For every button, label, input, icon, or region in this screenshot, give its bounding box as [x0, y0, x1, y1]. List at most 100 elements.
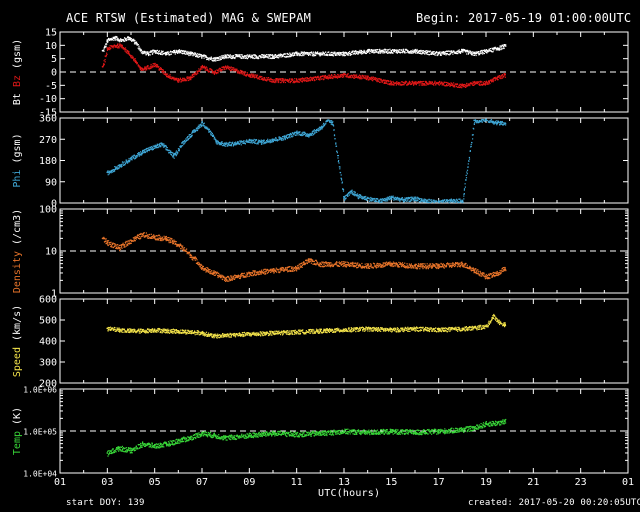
data-point [282, 55, 284, 57]
data-point [206, 67, 208, 69]
data-point [463, 193, 465, 195]
data-point [323, 52, 325, 54]
data-point [325, 77, 327, 79]
data-point [263, 140, 265, 142]
data-point [114, 46, 116, 48]
data-point [417, 52, 419, 54]
data-point [204, 269, 206, 271]
data-point [420, 84, 422, 86]
data-point [273, 271, 275, 273]
data-point [297, 52, 299, 54]
data-point [499, 75, 501, 77]
data-point [273, 57, 275, 59]
data-point [419, 52, 421, 54]
data-point [337, 161, 339, 163]
data-point [111, 243, 114, 246]
data-point [225, 56, 227, 58]
data-point [325, 76, 327, 78]
data-point [468, 156, 470, 159]
data-point [114, 167, 117, 169]
data-point [133, 157, 135, 159]
data-point [119, 248, 122, 250]
data-point [103, 236, 105, 238]
data-point [194, 72, 196, 74]
data-point [213, 73, 215, 75]
y-tick-label: 5 [51, 54, 57, 65]
data-point [317, 78, 320, 81]
data-point [375, 50, 377, 53]
data-point [310, 78, 312, 80]
data-point [319, 53, 321, 55]
data-point [423, 52, 425, 54]
data-point [127, 162, 129, 164]
data-point [377, 49, 379, 51]
data-point [182, 143, 185, 145]
data-point [166, 53, 168, 55]
data-point [402, 51, 404, 53]
data-point [260, 142, 263, 144]
data-point [409, 81, 411, 83]
data-point [368, 79, 370, 81]
data-point [279, 139, 281, 141]
data-point [228, 54, 230, 56]
data-point [159, 67, 161, 69]
data-point [421, 81, 423, 83]
data-point [363, 51, 365, 53]
data-point [199, 263, 201, 265]
data-point [420, 201, 422, 203]
data-point [200, 55, 202, 57]
data-point [436, 82, 438, 85]
data-point [254, 142, 256, 144]
data-point [452, 51, 454, 53]
data-point [380, 50, 382, 52]
data-point [470, 82, 472, 84]
data-point [118, 38, 120, 41]
data-point [303, 51, 305, 53]
data-point [252, 57, 254, 59]
data-point [226, 276, 228, 278]
data-point [328, 75, 330, 77]
data-point [301, 80, 303, 82]
data-point [228, 57, 230, 59]
data-point [300, 51, 302, 53]
data-point [267, 141, 269, 143]
data-point [398, 83, 400, 85]
data-point [119, 244, 121, 246]
data-point [344, 199, 346, 201]
data-point [342, 188, 344, 190]
data-point [155, 50, 157, 52]
data-point [152, 49, 154, 51]
data-point [223, 57, 226, 59]
data-point [421, 50, 423, 52]
data-point [488, 83, 490, 85]
data-point [307, 134, 309, 136]
data-point [171, 155, 174, 157]
data-point [369, 200, 371, 202]
data-point [469, 50, 471, 52]
data-point [159, 142, 161, 144]
data-point [362, 197, 365, 199]
data-point [133, 60, 135, 62]
data-point [260, 143, 263, 145]
data-point [198, 54, 200, 56]
data-point [186, 80, 188, 82]
data-point [348, 51, 351, 53]
data-point [204, 66, 206, 69]
data-point [225, 280, 227, 282]
data-point-anchor [343, 197, 345, 200]
data-point [231, 57, 233, 59]
data-point [351, 53, 353, 55]
data-point [344, 195, 346, 197]
data-point [309, 135, 311, 137]
data-point [129, 54, 132, 56]
data-point [190, 52, 193, 54]
data-point [175, 49, 177, 51]
data-point [302, 52, 304, 54]
data-point [498, 121, 500, 123]
data-point [491, 51, 493, 53]
data-point [169, 77, 171, 79]
data-point [458, 198, 460, 200]
data-point [315, 130, 317, 132]
data-point [159, 236, 161, 238]
data-point-anchor [106, 171, 109, 174]
